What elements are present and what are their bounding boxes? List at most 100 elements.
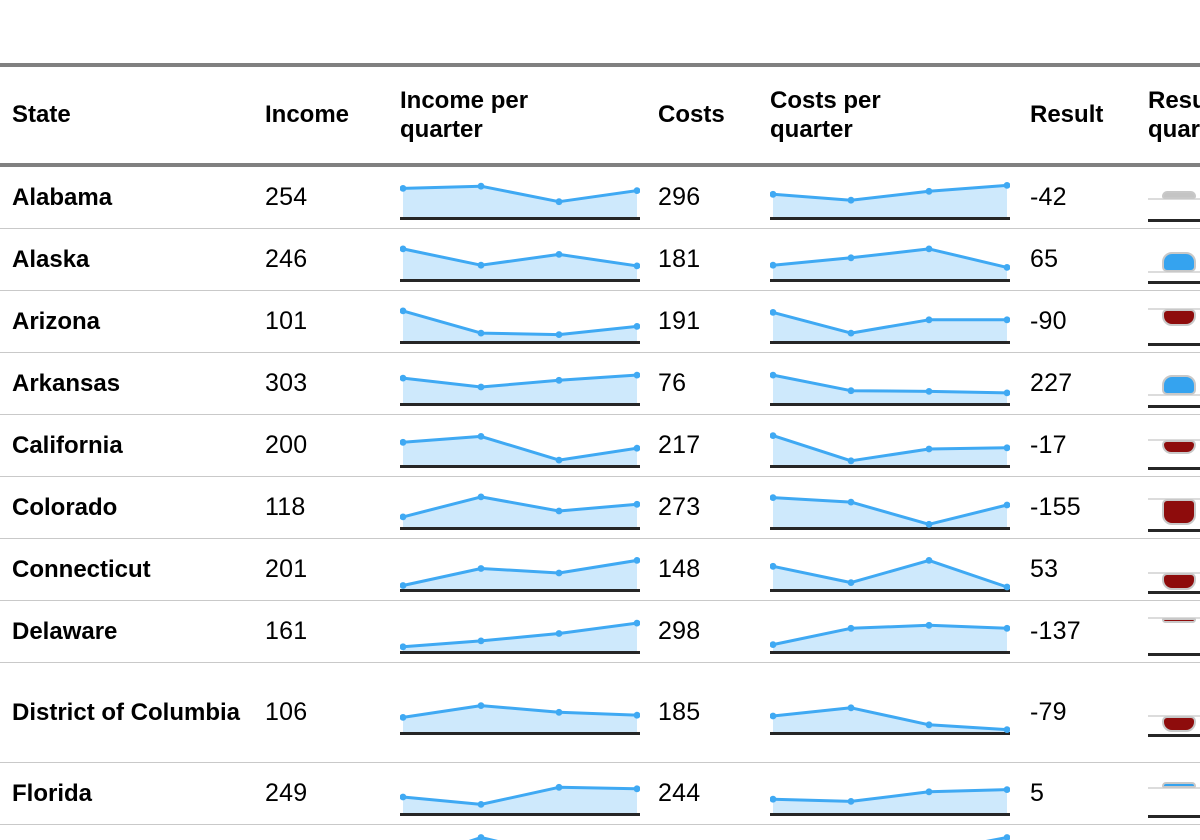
cell-result-bar-chart xyxy=(1136,832,1200,840)
sparkline-point xyxy=(847,456,855,464)
income-sparkline-chart xyxy=(400,783,640,816)
sparkline-point xyxy=(1003,725,1010,733)
table-body: Alabama 254 296 -42 Alaska 246 181 65 Ar… xyxy=(0,167,1200,840)
sparkline-point xyxy=(847,253,855,261)
sparkline-line xyxy=(771,433,1009,462)
income-sparkline-chart xyxy=(400,182,640,220)
result-quarter-bar-chart xyxy=(1148,422,1200,470)
sparkline-line xyxy=(401,246,639,267)
sparkline-line xyxy=(401,308,639,336)
cell-costs-value: 185 xyxy=(658,698,701,726)
result-bar xyxy=(1162,439,1196,454)
cell-result-value: -90 xyxy=(1030,307,1067,335)
axis-line xyxy=(770,464,1010,468)
cell-costs-sparkline xyxy=(758,298,1018,346)
cell-costs-sparkline xyxy=(758,422,1018,470)
sparkline-point xyxy=(925,720,933,728)
cell-income-sparkline xyxy=(388,832,646,840)
axis-line xyxy=(400,650,640,654)
axis-line xyxy=(400,402,640,406)
cell-result-value: -155 xyxy=(1030,493,1081,521)
sparkline-area xyxy=(773,435,1007,465)
sparkline-line xyxy=(401,703,639,719)
cell-result-value: -79 xyxy=(1030,698,1067,726)
cell-costs-sparkline xyxy=(758,546,1018,594)
cell-result-bar-chart xyxy=(1136,770,1200,818)
sparkline-point xyxy=(770,493,777,501)
cell-costs-value: 298 xyxy=(658,617,701,645)
sparkline-line xyxy=(401,785,639,806)
sparkline-point xyxy=(847,624,855,632)
sparkline-area xyxy=(403,248,637,279)
sparkline-point xyxy=(633,186,640,194)
axis-line xyxy=(400,216,640,220)
axis-line xyxy=(1148,590,1200,594)
zero-line xyxy=(1148,270,1200,273)
costs-sparkline-chart xyxy=(983,833,1010,840)
cell-costs-value: 296 xyxy=(658,183,701,211)
sparkline-line xyxy=(771,183,1009,202)
cell-state: Arkansas xyxy=(12,369,121,397)
sparkline-point xyxy=(400,581,407,589)
sparkline-line xyxy=(771,373,1009,394)
axis-line xyxy=(1148,652,1200,656)
sparkline-line xyxy=(401,494,639,518)
sparkline-point xyxy=(770,562,777,570)
cell-costs-value: 191 xyxy=(658,307,701,335)
result-quarter-bar-chart xyxy=(1148,484,1200,532)
cell-costs-sparkline xyxy=(758,608,1018,656)
costs-sparkline-chart xyxy=(770,556,1010,592)
header-costs: Costs xyxy=(646,100,758,129)
cell-costs-sparkline xyxy=(758,484,1018,532)
costs-sparkline-chart xyxy=(770,431,1010,468)
sparkline-point xyxy=(633,784,640,792)
cell-income-value: 249 xyxy=(265,779,308,807)
sparkline-point xyxy=(847,329,855,336)
header-costs-per-quarter-label: Costs per quarter xyxy=(770,86,881,143)
axis-line xyxy=(770,402,1010,406)
result-bar xyxy=(1162,251,1196,272)
header-income: Income xyxy=(252,100,388,129)
table-row: Arizona 101 191 -90 xyxy=(0,291,1200,353)
sparkline-point xyxy=(633,371,640,378)
sparkline-point xyxy=(555,629,563,637)
sparkline-area xyxy=(403,559,637,589)
table-row: Florida 249 244 5 xyxy=(0,763,1200,825)
axis-line xyxy=(400,464,640,468)
cell-income-sparkline xyxy=(388,546,646,594)
sparkline-point xyxy=(400,713,407,721)
cell-state: Arizona xyxy=(12,307,101,335)
result-quarter-bar-chart xyxy=(1148,608,1200,656)
income-sparkline-chart xyxy=(400,371,640,406)
income-sparkline-chart xyxy=(400,556,640,592)
cell-costs-sparkline xyxy=(758,174,1018,222)
sparkline-area xyxy=(773,707,1007,732)
sparkline-point xyxy=(477,701,485,709)
axis-line xyxy=(1148,814,1200,818)
axis-line xyxy=(770,650,1010,654)
costs-sparkline-chart xyxy=(770,371,1010,406)
cell-result-value: 53 xyxy=(1030,555,1059,583)
sparkline-point xyxy=(847,703,855,711)
cell-income-value: 101 xyxy=(265,307,308,335)
sparkline-point xyxy=(400,513,407,520)
sparkline-point xyxy=(400,307,407,314)
sparkline-point xyxy=(400,184,407,192)
header-income-per-quarter: Income per quarter xyxy=(388,86,646,145)
sparkline-point xyxy=(770,795,777,803)
cell-income-sparkline xyxy=(388,770,646,818)
cell-result-bar-chart xyxy=(1136,174,1200,222)
cell-costs-sparkline xyxy=(758,360,1018,408)
axis-line xyxy=(400,340,640,344)
table-row: Colorado 118 273 -155 xyxy=(0,477,1200,539)
cell-costs-value: 181 xyxy=(658,245,701,273)
sparkline-area xyxy=(403,374,637,403)
sparkline-point xyxy=(770,431,777,439)
result-bar xyxy=(1162,308,1196,326)
axis-line xyxy=(1148,404,1200,408)
sparkline-point xyxy=(555,507,563,514)
income-sparkline-chart xyxy=(400,701,640,735)
sparkline-area xyxy=(773,624,1007,651)
income-sparkline-chart xyxy=(400,307,640,344)
sparkline-point xyxy=(847,196,855,204)
